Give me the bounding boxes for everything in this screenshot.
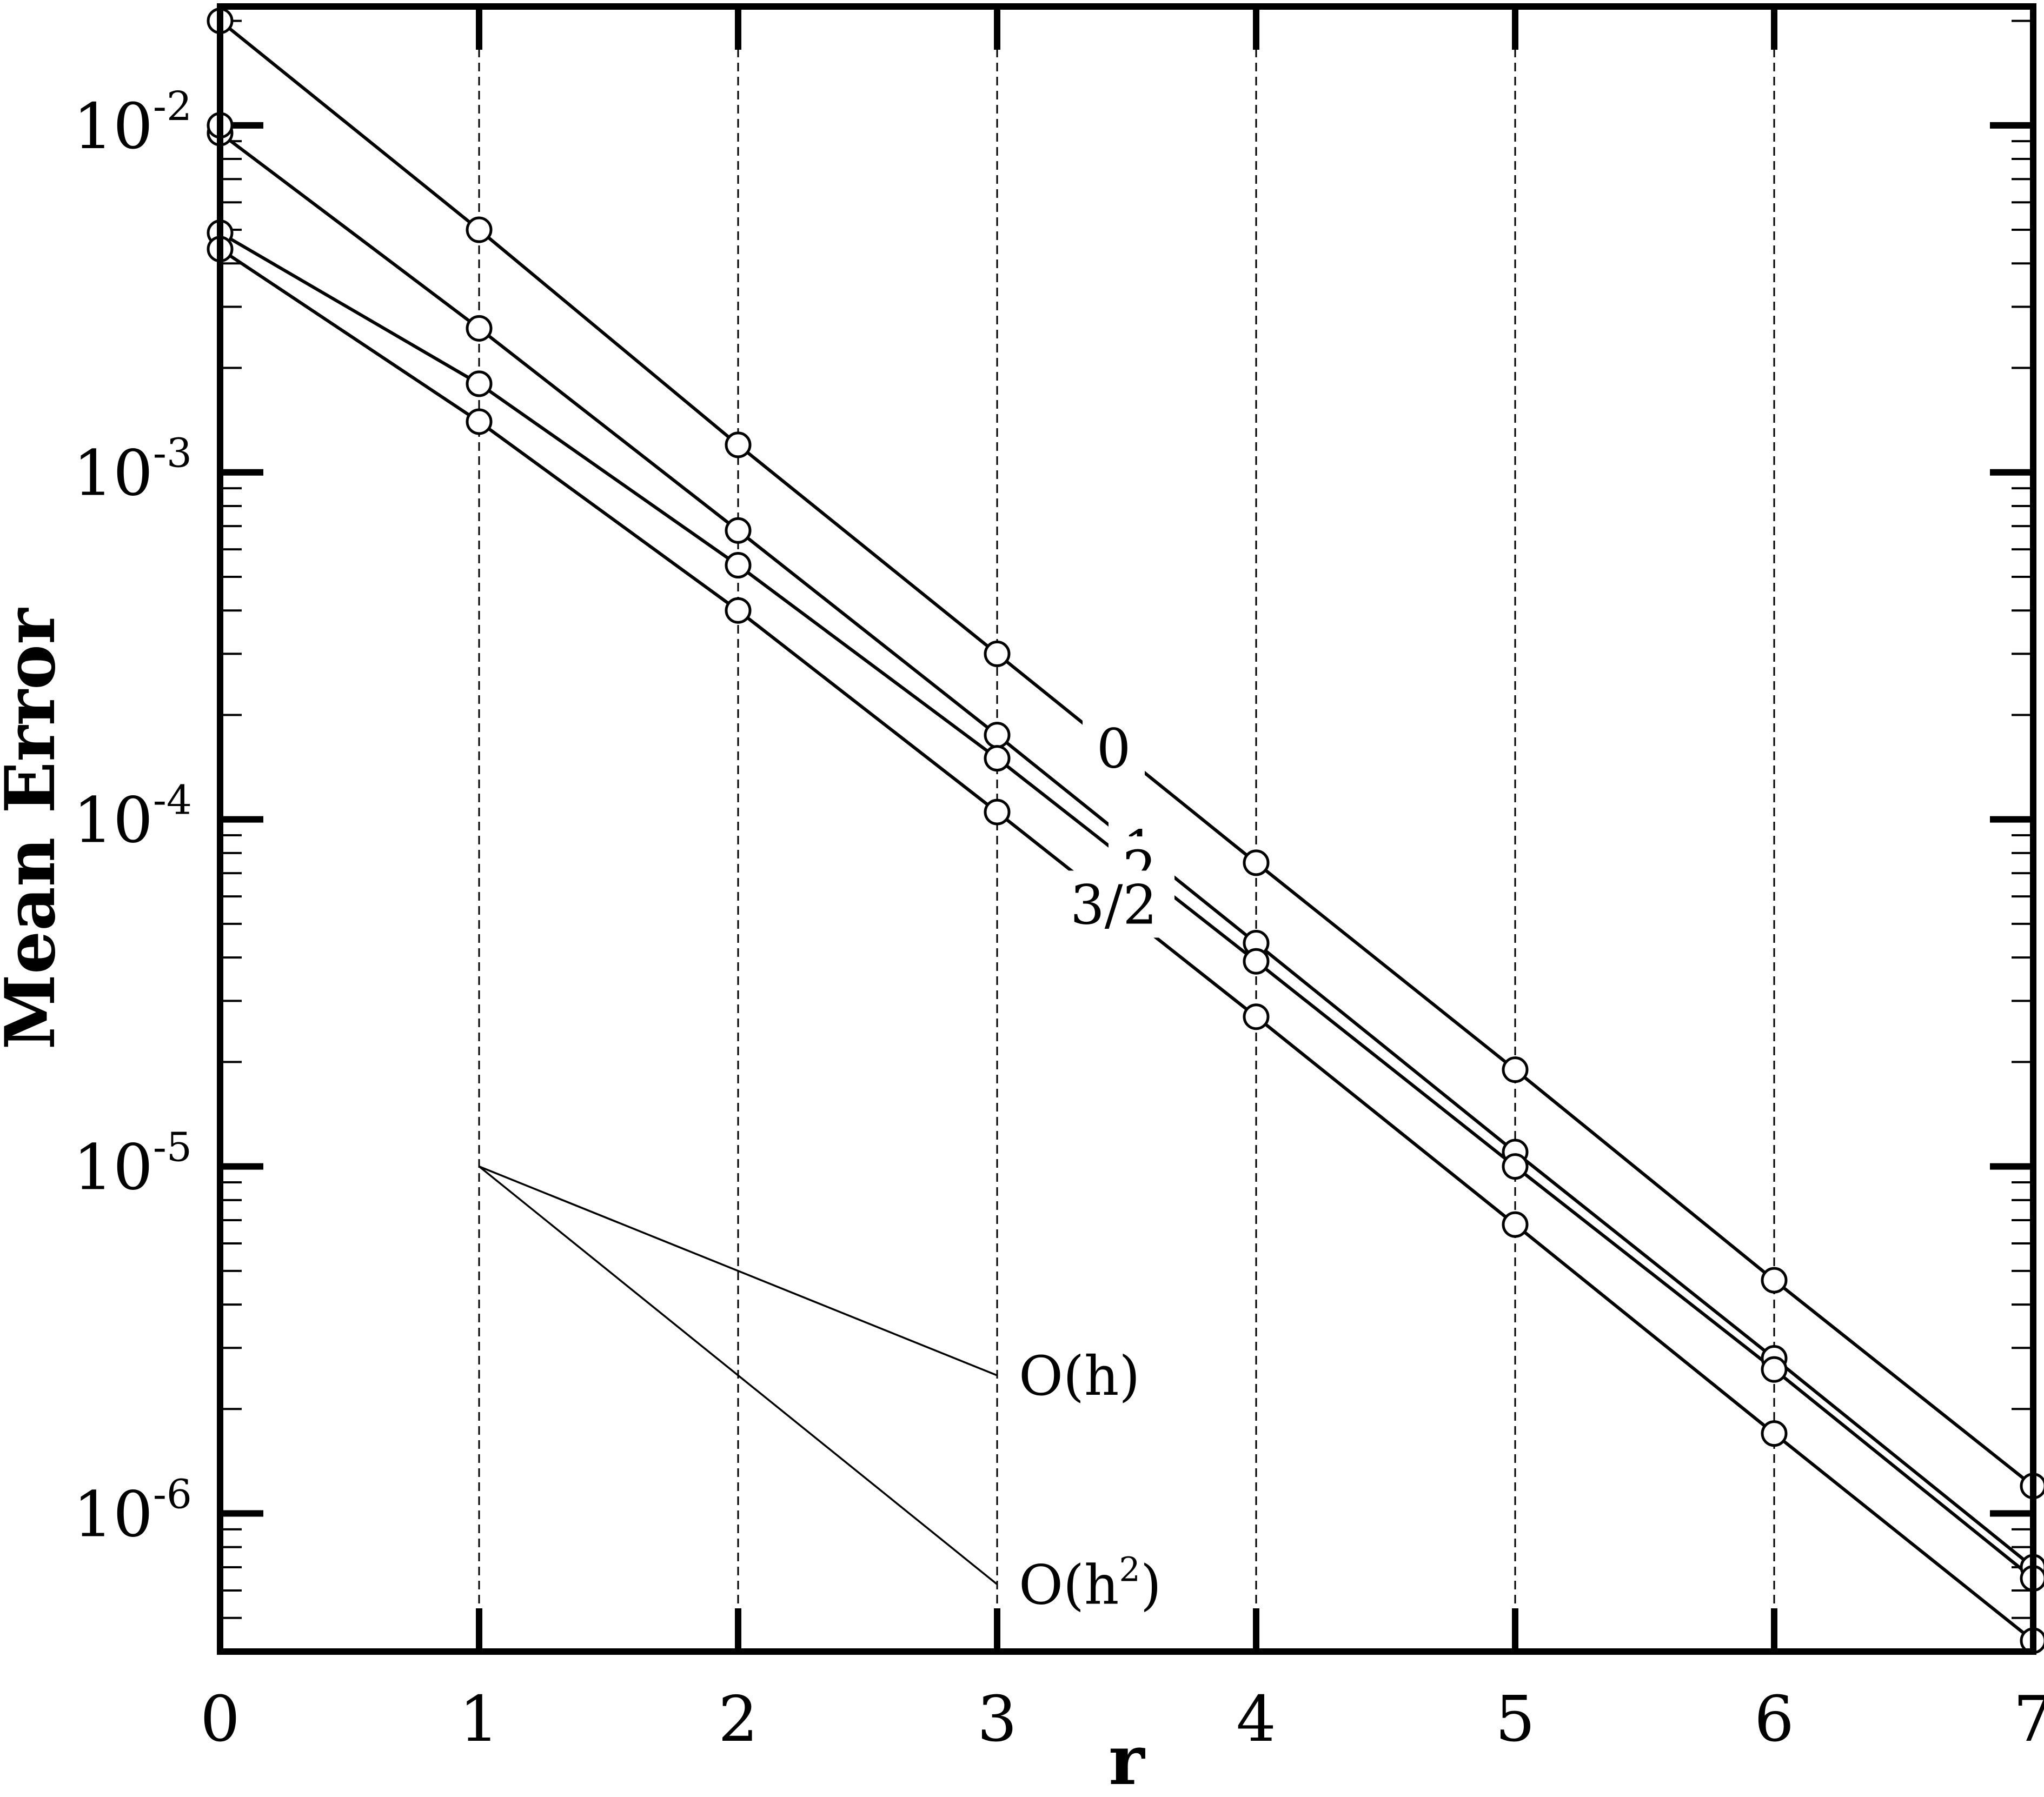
data-point [466,216,493,243]
x-tick-label-1: 1 [459,1683,499,1756]
x-tick-label-4: 4 [1236,1683,1276,1756]
data-point [1243,1003,1270,1030]
data-point [984,745,1011,772]
data-point [1502,1153,1529,1180]
y-tick-base: 10 [73,784,153,857]
x-tick-label-7: 7 [2013,1683,2044,1756]
y-tick-label: 10-4 [73,777,192,857]
y-axis-title: Mean Error [0,608,70,1050]
reference-label-base: O(h [1019,1345,1119,1408]
data-point [466,370,493,397]
data-point [725,517,752,544]
y-tick-base: 10 [73,437,153,510]
y-tick-exponent: -5 [153,1124,192,1171]
y-tick-base: 10 [73,1479,153,1552]
data-point [984,798,1011,826]
data-point [725,597,752,624]
series-label-knockout-1 [1083,714,1145,782]
reference-line-2 [478,1166,998,1585]
y-tick-label: 10-3 [73,430,192,510]
data-point [1761,1267,1788,1294]
x-tick-label-6: 6 [1754,1683,1794,1756]
y-tick-exponent: -6 [153,1472,192,1518]
series-label-knockout-4 [1053,870,1175,938]
y-tick-exponent: -4 [153,777,192,824]
reference-label-base: O(h [1019,1554,1119,1617]
series-label-1: 0 [1097,717,1131,780]
plot-frame [217,3,2036,1655]
data-point [466,315,493,342]
y-tick-label: 10-6 [73,1472,192,1552]
x-axis-title: r [1109,1720,1145,1797]
y-tick-exponent: -3 [153,430,192,477]
y-tick-base: 10 [73,90,153,163]
y-tick-exponent: -2 [153,83,192,130]
y-tick-label: 10-5 [73,1124,192,1204]
x-tick-label-5: 5 [1495,1683,1535,1756]
data-point [466,408,493,435]
reference-label-close: ) [1119,1345,1140,1408]
data-markers [207,8,2044,1654]
data-point [1502,1211,1529,1238]
data-point [725,431,752,458]
reference-label-2: O(h2) [1019,1550,1162,1617]
series-label-4: 3/2 [1070,873,1157,936]
data-point [1243,849,1270,876]
data-point [725,552,752,579]
x-tick-label-3: 3 [977,1683,1017,1756]
data-point [1502,1056,1529,1083]
grid-lines [478,6,1775,1652]
x-tick-label-2: 2 [718,1683,758,1756]
data-point [1761,1356,1788,1383]
reference-label-sup: 2 [1119,1550,1140,1589]
y-tick-base: 10 [73,1132,153,1204]
data-point [1243,948,1270,975]
data-point [984,640,1011,667]
reference-line-1 [479,1165,998,1376]
x-tick-label-0: 0 [200,1683,240,1756]
data-point [1761,1420,1788,1447]
reference-slopes [478,1165,998,1585]
reference-label-1: O(h) [1019,1345,1140,1408]
reference-label-close: ) [1140,1554,1162,1617]
data-point [984,722,1011,749]
tick-labels: 0123456710-210-310-410-510-6O(h)O(h2)012… [73,83,2044,1756]
y-tick-label: 10-2 [73,83,192,163]
